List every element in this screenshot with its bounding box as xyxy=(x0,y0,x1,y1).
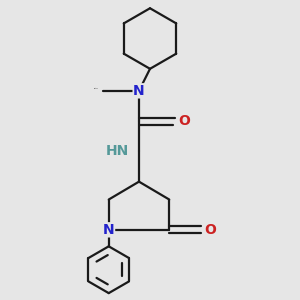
Text: methyl: methyl xyxy=(94,88,98,89)
Text: N: N xyxy=(103,223,115,237)
Text: O: O xyxy=(205,223,217,237)
Text: N: N xyxy=(133,84,145,98)
Text: O: O xyxy=(178,114,190,128)
Text: HN: HN xyxy=(105,144,128,158)
Text: methyl: methyl xyxy=(99,88,104,89)
